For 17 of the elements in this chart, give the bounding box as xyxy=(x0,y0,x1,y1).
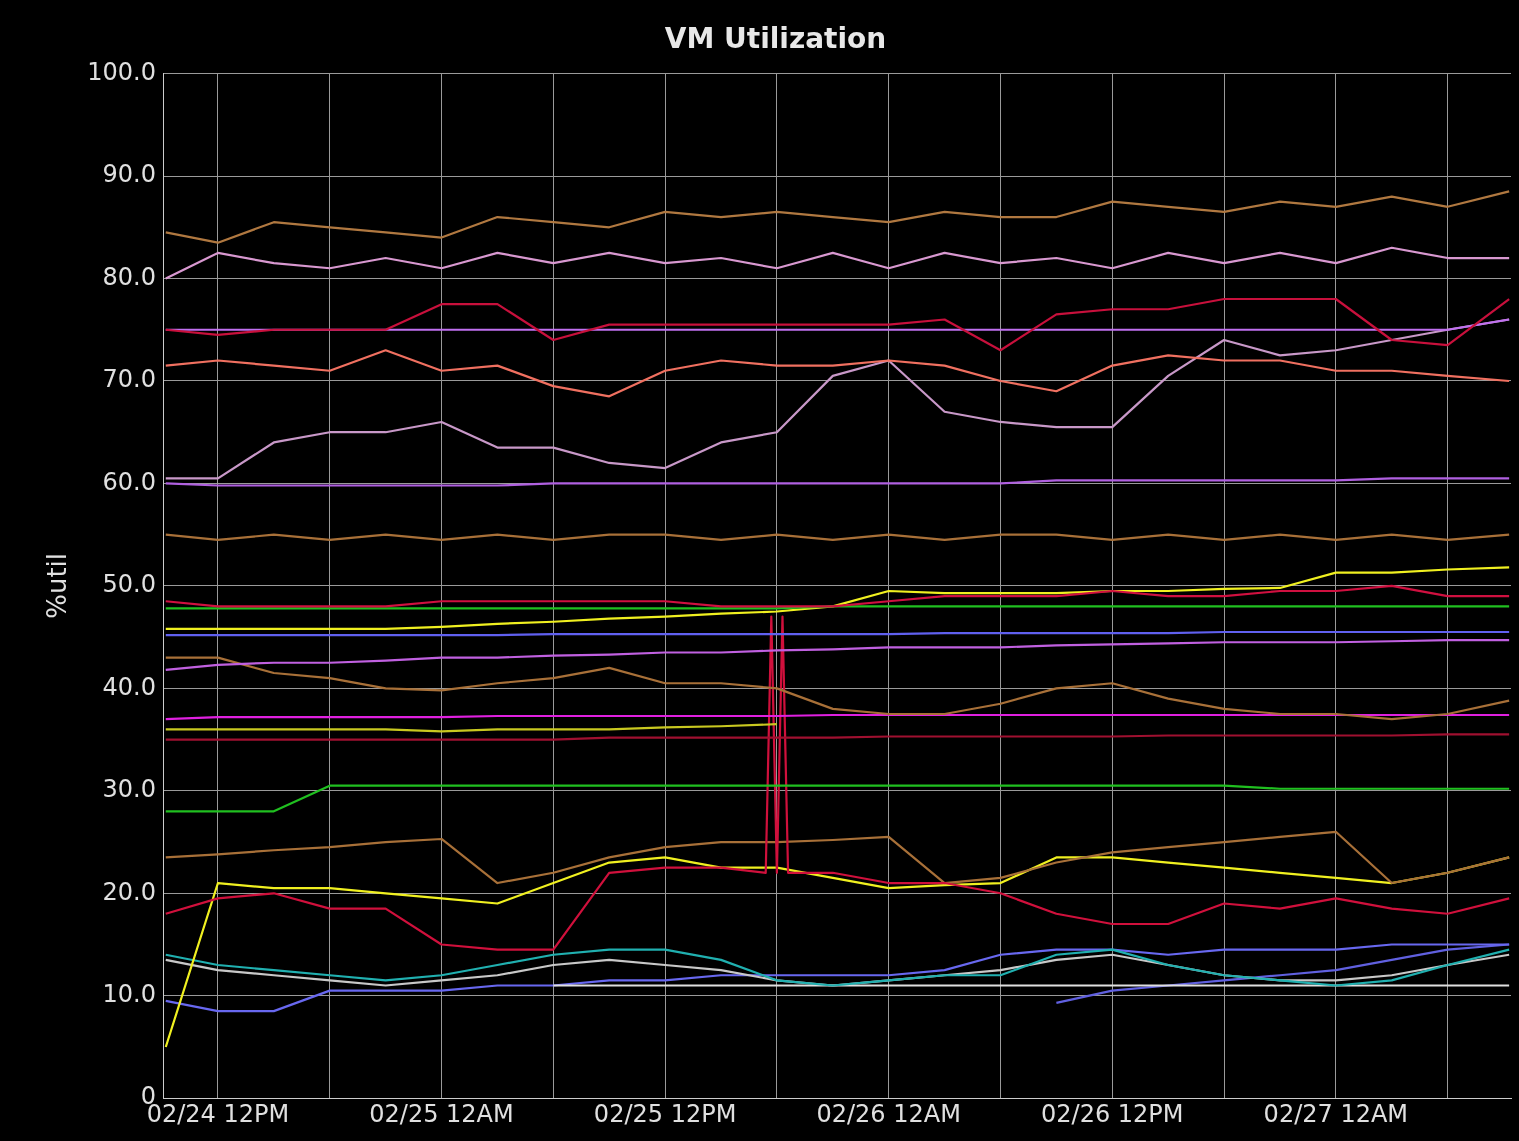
y-tick-label: 20.0 xyxy=(102,877,156,906)
y-tick-label: 40.0 xyxy=(102,672,156,701)
y-tick-label: 10.0 xyxy=(102,979,156,1008)
y-tick-label: 50.0 xyxy=(102,570,156,599)
y-tick-label: 100.0 xyxy=(87,57,156,86)
y-tick-label: 30.0 xyxy=(102,775,156,804)
y-axis-title: %util xyxy=(42,552,73,619)
y-tick-label: 70.0 xyxy=(102,365,156,394)
y-tick-label: 80.0 xyxy=(102,262,156,291)
y-tick-label: 90.0 xyxy=(102,160,156,189)
y-tick-label: 60.0 xyxy=(102,467,156,496)
x-tick-label: 02/26 12AM xyxy=(816,1099,961,1128)
x-tick-label: 02/27 12AM xyxy=(1263,1099,1409,1128)
x-tick-label: 02/25 12PM xyxy=(593,1099,737,1128)
x-tick-label: 02/26 12PM xyxy=(1041,1099,1184,1128)
chart-title: VM Utilization xyxy=(664,22,887,56)
x-tick-label: 02/25 12AM xyxy=(369,1099,514,1128)
